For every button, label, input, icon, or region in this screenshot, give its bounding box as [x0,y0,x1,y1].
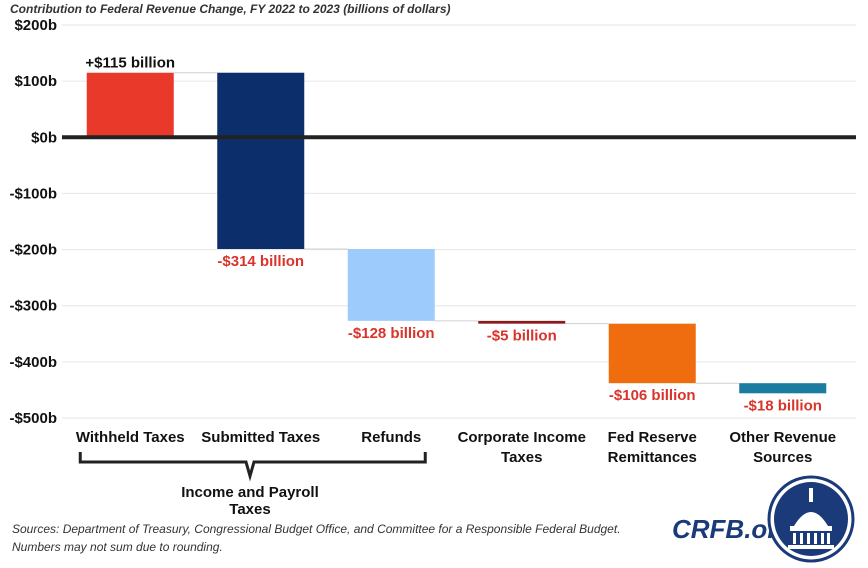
x-tick-label: Sources [753,449,812,466]
sources-line-1: Sources: Department of Treasury, Congres… [12,522,621,536]
bar [347,249,435,321]
x-tick-label: Taxes [501,449,542,466]
data-label: -$314 billion [217,253,304,270]
group-label-income-payroll: Income and Payroll Taxes [181,484,319,518]
bar [608,323,696,384]
y-tick-label: $0b [31,129,57,146]
bar [478,320,566,324]
data-label: -$18 billion [744,397,822,414]
data-label: -$128 billion [348,325,435,342]
connector-lines [173,72,740,384]
data-labels: +$115 billion -$314 billion -$128 billion -… [85,55,822,415]
y-tick-label: $100b [14,73,57,90]
x-tick-label: Other Revenue [729,429,836,446]
y-tick-label: -$300b [9,298,57,315]
bar [86,72,174,138]
data-label: +$115 billion [85,55,175,72]
gridlines [62,24,856,419]
x-tick-label: Remittances [608,449,697,466]
y-axis-ticks: $200b $100b $0b -$100b -$200b -$300b -$400b -$5… [9,17,57,427]
bars [86,72,827,394]
y-tick-label: -$500b [9,410,57,427]
x-tick-label: Fed Reserve [608,429,697,446]
capitol-dome-seal-icon [767,475,855,563]
y-tick-label: $200b [14,17,57,34]
category-labels: Withheld Taxes Submitted Taxes Refunds Corp… [76,429,836,466]
sources-line-2: Numbers may not sum due to rounding. [12,540,223,554]
sources-note: Sources: Department of Treasury, Congres… [12,520,621,556]
bar [217,72,305,250]
x-tick-label: Withheld Taxes [76,429,185,446]
chart-title: Contribution to Federal Revenue Change, … [10,2,451,16]
x-tick-label: Corporate Income [458,429,586,446]
y-tick-label: -$200b [9,242,57,259]
group-brace [78,452,427,482]
data-label: -$5 billion [487,328,557,345]
y-tick-label: -$400b [9,354,57,371]
bar [739,383,827,394]
data-label: -$106 billion [609,387,696,404]
x-tick-label: Refunds [361,429,421,446]
y-tick-label: -$100b [9,185,57,202]
x-tick-label: Submitted Taxes [201,429,320,446]
